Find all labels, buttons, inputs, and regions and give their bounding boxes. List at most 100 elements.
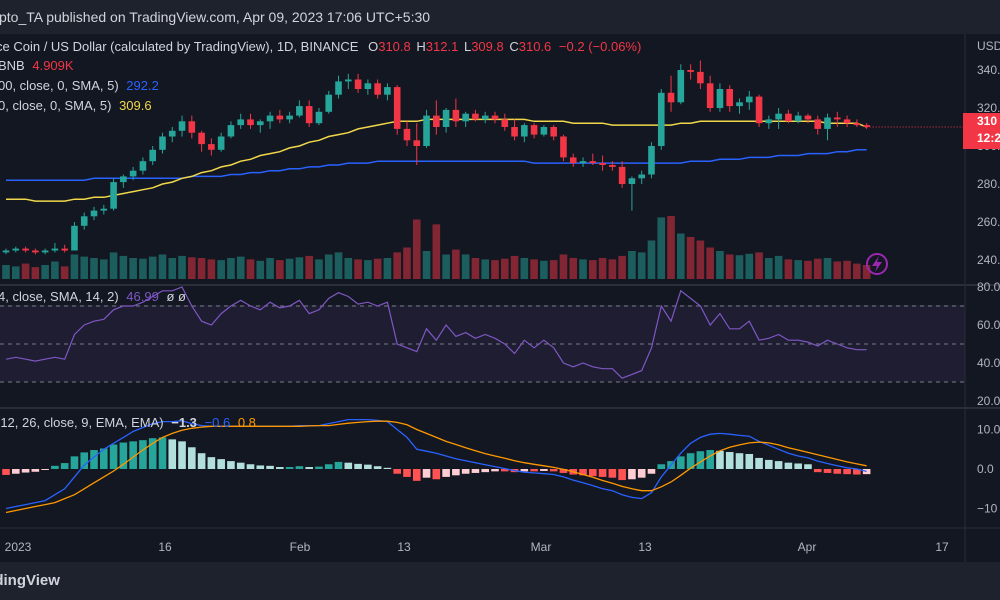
- macd-hist-bar: [188, 447, 196, 469]
- volume-bar: [452, 249, 460, 279]
- candle-body: [863, 125, 870, 127]
- macd-hist-bar: [11, 469, 20, 474]
- macd-hist-bar: [100, 448, 108, 469]
- volume-bar: [51, 261, 59, 279]
- macd-hist-bar: [862, 469, 871, 475]
- time-axis-tick: 2023: [5, 540, 32, 554]
- candle-body: [413, 140, 421, 146]
- bar-countdown: 12:2: [977, 131, 1000, 145]
- volume-bar: [31, 267, 40, 279]
- macd-legend: (12, 26, close, 9, EMA, EMA) −1.3 −0.6 0…: [0, 415, 256, 430]
- rsi-axis-tick: 20.00: [977, 394, 1000, 408]
- volume-bar: [422, 251, 431, 279]
- publisher-text: ypto_TA published on TradingView.com, Ap…: [0, 9, 431, 25]
- sma200-line: [6, 149, 867, 181]
- candle-body: [384, 87, 391, 95]
- candle-body: [296, 106, 303, 116]
- price-axis-currency: USD: [977, 39, 1000, 53]
- macd-hist-bar: [686, 453, 695, 469]
- price-axis-tick: 260.0: [977, 215, 1000, 229]
- macd-hist-bar: [843, 469, 851, 475]
- rsi-legend: 4, close, SMA, 14, 2) 46.99 ø ø: [0, 289, 186, 304]
- macd-hist-bar: [129, 441, 137, 469]
- macd-axis-tick: −10: [977, 502, 998, 516]
- candle-body: [521, 125, 528, 137]
- macd-hist-bar: [139, 440, 147, 469]
- macd-hist-bar: [354, 463, 362, 469]
- volume-bar: [500, 258, 509, 279]
- macd-line-value: −0.6: [204, 415, 231, 430]
- volume-bar: [227, 258, 235, 279]
- macd-hist-bar: [794, 463, 802, 469]
- volume-bar: [725, 254, 734, 279]
- candle-body: [335, 81, 342, 95]
- volume-bar: [794, 260, 802, 279]
- macd-hist-bar: [217, 459, 225, 469]
- candle-body: [325, 94, 333, 112]
- candle-body: [550, 127, 557, 137]
- candle-body: [237, 119, 245, 126]
- macd-hist-bar: [60, 463, 69, 469]
- macd-hist-bar: [608, 469, 617, 478]
- volume-bar: [11, 266, 20, 279]
- candle-body: [71, 225, 78, 251]
- macd-hist-bar: [383, 467, 392, 469]
- macd-hist-bar: [784, 462, 793, 469]
- candle-body: [804, 115, 812, 120]
- macd-hist-bar: [21, 469, 30, 473]
- candle-body: [452, 109, 460, 122]
- macd-hist-bar: [41, 469, 49, 470]
- volume-bar: [755, 252, 763, 279]
- volume-bar: [373, 258, 382, 279]
- sma50-label: 0, close, 0, SMA, 5): [0, 98, 112, 113]
- volume-bar: [471, 258, 480, 279]
- macd-hist-bar: [158, 437, 167, 469]
- volume-bar: [549, 260, 558, 279]
- volume-bar: [608, 259, 617, 279]
- macd-hist-bar: [696, 451, 705, 469]
- publisher-bar: ypto_TA published on TradingView.com, Ap…: [0, 0, 1000, 34]
- ohlc-open: 310.8: [378, 39, 411, 54]
- ohlc-c-label: C: [509, 39, 519, 54]
- macd-hist-bar: [2, 469, 10, 475]
- candle-body: [198, 132, 205, 145]
- volume-bar: [833, 261, 842, 279]
- sma50-value: 309.6: [119, 98, 152, 113]
- candle-body: [22, 248, 29, 251]
- volume-bar: [90, 258, 98, 279]
- volume-bar: [256, 260, 265, 279]
- volume-bar: [80, 256, 89, 279]
- macd-hist-bar: [657, 464, 666, 469]
- candle-body: [716, 89, 724, 108]
- lightning-icon: [866, 253, 888, 275]
- candle-body: [755, 96, 763, 124]
- volume-bar: [285, 258, 294, 279]
- volume-legend: BNB 4.909K: [0, 58, 74, 73]
- volume-bar: [804, 260, 812, 279]
- candle-body: [785, 113, 792, 122]
- candle-body: [51, 248, 59, 251]
- candle-body: [843, 119, 851, 124]
- candle-body: [667, 92, 675, 103]
- ohlc-low: 309.8: [471, 39, 504, 54]
- ohlc-change: −0.2 (−0.06%): [558, 39, 642, 54]
- macd-axis-tick: 0.0: [977, 462, 994, 476]
- candle-body: [609, 165, 616, 167]
- price-axis-tick: 280.0: [977, 177, 1000, 191]
- macd-hist-bar: [481, 469, 490, 473]
- volume-bar: [735, 255, 744, 279]
- candle-body: [706, 83, 714, 108]
- volume-bar: [178, 255, 186, 279]
- ohlc-high: 312.1: [425, 39, 459, 54]
- volume-bar: [432, 224, 441, 279]
- rsi-axis-tick: 60.00: [977, 318, 1000, 332]
- candle-body: [188, 121, 196, 133]
- price-axis-tick: 320.0: [977, 101, 1000, 115]
- candle-body: [628, 178, 636, 184]
- candle-body: [472, 113, 479, 120]
- candle-body: [442, 109, 450, 127]
- macd-hist-bar: [412, 469, 421, 481]
- macd-hist-bar: [178, 441, 186, 469]
- time-axis-tick: 16: [158, 540, 172, 554]
